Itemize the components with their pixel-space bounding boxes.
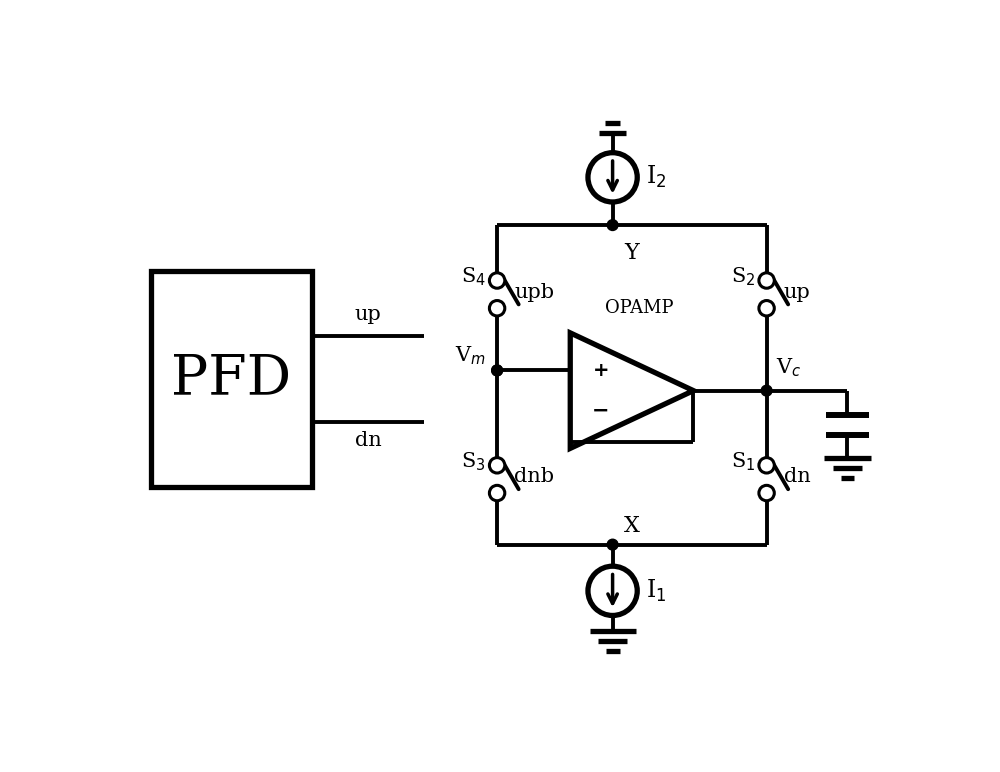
Circle shape [588, 153, 637, 202]
Circle shape [489, 273, 505, 288]
Circle shape [489, 458, 505, 473]
Text: up: up [355, 305, 382, 323]
Text: X: X [624, 515, 640, 537]
Circle shape [761, 385, 772, 396]
Text: upb: upb [514, 283, 554, 302]
Text: S$_3$: S$_3$ [461, 450, 486, 472]
Circle shape [489, 486, 505, 501]
Circle shape [489, 300, 505, 316]
Text: S$_4$: S$_4$ [461, 266, 486, 288]
Text: OPAMP: OPAMP [605, 300, 674, 317]
Circle shape [759, 458, 774, 473]
Text: +: + [593, 361, 609, 380]
Text: −: − [592, 401, 610, 421]
Text: I$_2$: I$_2$ [646, 164, 667, 191]
Text: V$_m$: V$_m$ [455, 344, 486, 367]
Text: S$_1$: S$_1$ [731, 450, 755, 472]
Text: S$_2$: S$_2$ [731, 266, 755, 288]
Text: up: up [784, 283, 810, 302]
Circle shape [492, 365, 502, 376]
Circle shape [759, 273, 774, 288]
Circle shape [588, 566, 637, 615]
Circle shape [607, 220, 618, 231]
Text: I$_1$: I$_1$ [646, 577, 667, 604]
Text: dnb: dnb [514, 467, 554, 486]
Text: PFD: PFD [171, 352, 292, 406]
Text: dn: dn [355, 431, 382, 450]
Circle shape [607, 539, 618, 550]
Circle shape [759, 300, 774, 316]
Circle shape [492, 365, 502, 376]
Circle shape [759, 486, 774, 501]
Text: V$_c$: V$_c$ [776, 357, 801, 379]
Text: dn: dn [784, 467, 810, 486]
Text: Y: Y [624, 242, 639, 264]
